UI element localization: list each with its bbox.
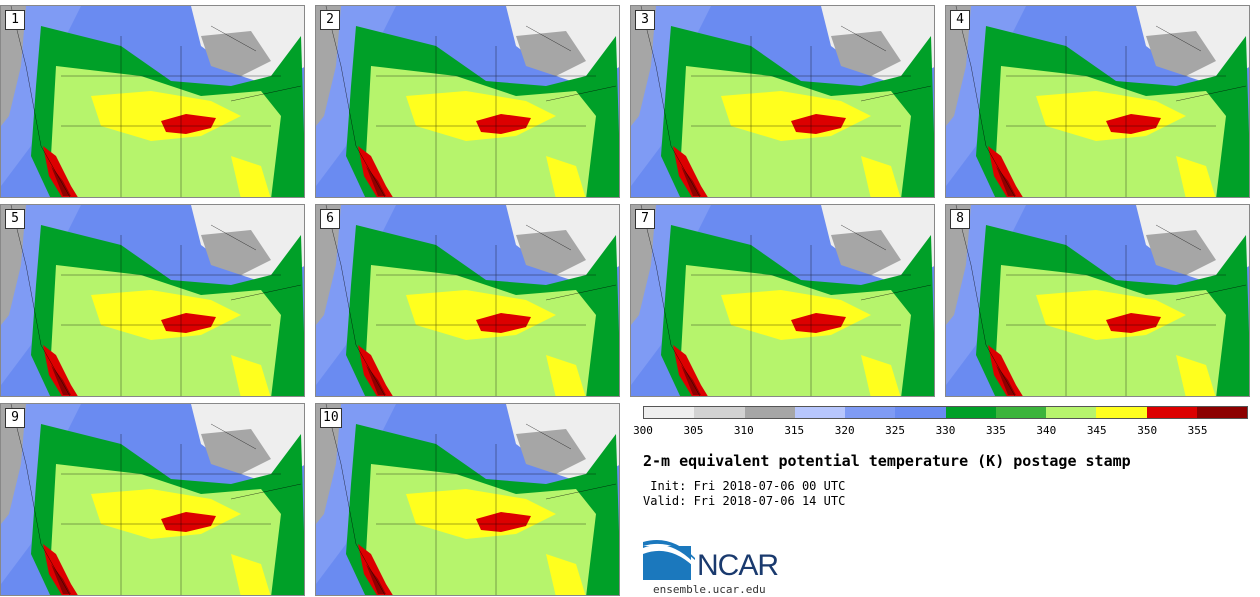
member-panel-5: 5	[0, 204, 305, 397]
colorbar-tick: 355	[1187, 424, 1208, 437]
colorbar-tick: 305	[683, 424, 704, 437]
theta-e-map	[946, 6, 1249, 197]
ncar-logo-text: NCAR	[697, 549, 779, 582]
member-label: 5	[5, 209, 25, 229]
colorbar-bin-6	[945, 407, 996, 418]
colorbar-tick: 325	[885, 424, 906, 437]
colorbar-tick: 345	[1086, 424, 1107, 437]
figure-title: 2-m equivalent potential temperature (K)…	[643, 452, 1131, 470]
member-label: 8	[950, 209, 970, 229]
colorbar-bin-4	[845, 407, 896, 418]
member-label: 2	[320, 10, 340, 30]
colorbar-tick: 330	[935, 424, 956, 437]
member-label: 1	[5, 10, 25, 30]
ncar-logo-icon	[643, 540, 695, 580]
colorbar-bin-9	[1096, 407, 1147, 418]
member-label: 6	[320, 209, 340, 229]
theta-e-map	[316, 404, 619, 595]
member-panel-6: 6	[315, 204, 620, 397]
colorbar-bin-11	[1196, 407, 1247, 418]
member-panel-10: 10	[315, 403, 620, 596]
member-label: 4	[950, 10, 970, 30]
colorbar-tick: 350	[1137, 424, 1158, 437]
colorbar-bin-10	[1146, 407, 1197, 418]
theta-e-map	[631, 205, 934, 396]
member-label: 3	[635, 10, 655, 30]
colorbar-tick: 310	[733, 424, 754, 437]
theta-e-map	[946, 205, 1249, 396]
member-label: 10	[320, 408, 342, 428]
member-panel-9: 9	[0, 403, 305, 596]
theta-e-map	[316, 6, 619, 197]
member-label: 7	[635, 209, 655, 229]
member-panel-1: 1	[0, 5, 305, 198]
colorbar-tick: 315	[784, 424, 805, 437]
colorbar-tick: 320	[834, 424, 855, 437]
colorbar	[643, 406, 1248, 419]
theta-e-map	[1, 404, 304, 595]
colorbar-bin-2	[744, 407, 795, 418]
colorbar-tick: 335	[985, 424, 1006, 437]
theta-e-map	[1, 205, 304, 396]
member-panel-3: 3	[630, 5, 935, 198]
colorbar-tick: 340	[1036, 424, 1057, 437]
website-url: ensemble.ucar.edu	[653, 583, 766, 596]
valid-time: Valid: Fri 2018-07-06 14 UTC	[643, 494, 846, 508]
colorbar-bin-5	[895, 407, 946, 418]
theta-e-map	[1, 6, 304, 197]
colorbar-bin-3	[794, 407, 845, 418]
member-panel-4: 4	[945, 5, 1250, 198]
member-panel-7: 7	[630, 204, 935, 397]
theta-e-map	[631, 6, 934, 197]
colorbar-bin-7	[995, 407, 1046, 418]
init-time: Init: Fri 2018-07-06 00 UTC	[643, 479, 846, 493]
colorbar-bin-1	[694, 407, 745, 418]
theta-e-map	[316, 205, 619, 396]
colorbar-tick: 300	[633, 424, 653, 437]
member-panel-2: 2	[315, 5, 620, 198]
colorbar-bin-0	[644, 407, 695, 418]
member-panel-8: 8	[945, 204, 1250, 397]
colorbar-bin-8	[1046, 407, 1097, 418]
member-label: 9	[5, 408, 25, 428]
